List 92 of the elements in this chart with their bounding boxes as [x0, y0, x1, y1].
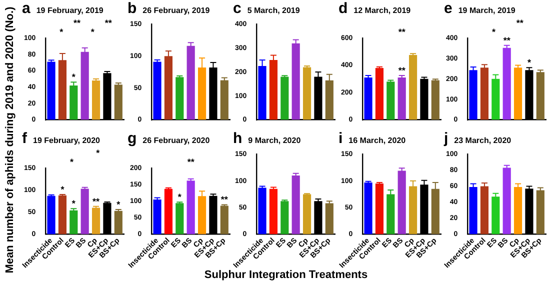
chart-title: g — [128, 130, 137, 147]
bar — [430, 80, 439, 120]
bar — [480, 68, 489, 120]
chart-subtitle: 26 February, 2020 — [142, 136, 210, 145]
annotation: ** — [503, 35, 511, 46]
bar — [175, 77, 184, 120]
bar — [536, 72, 544, 120]
bar — [186, 180, 194, 234]
bar — [502, 168, 511, 234]
bar — [164, 188, 172, 234]
chart-subtitle: 26 February, 2019 — [142, 6, 210, 15]
chart-subtitle: 23 March, 2020 — [454, 136, 512, 145]
annotation: * — [72, 72, 76, 82]
text: * — [492, 26, 496, 37]
chart-subtitle: 19 February, 2020 — [33, 136, 100, 145]
bar — [502, 48, 511, 120]
bar — [280, 76, 289, 120]
text: ** — [516, 18, 524, 28]
chart-title: e — [444, 0, 452, 17]
chart-subtitle: 5 March, 2019 — [247, 6, 300, 15]
chart-subtitle: 19 February, 2019 — [36, 6, 104, 15]
bar — [80, 188, 89, 234]
bar — [374, 68, 384, 120]
chart-title: f — [22, 130, 27, 147]
chart-title: h — [233, 130, 242, 147]
chart-title: d — [338, 0, 348, 17]
chart-title: c — [233, 0, 242, 17]
bar — [469, 70, 478, 120]
bar — [536, 190, 544, 234]
bar — [374, 184, 384, 234]
bar — [220, 206, 228, 234]
annotation: * — [527, 58, 532, 68]
chart-title: b — [128, 0, 137, 17]
bar — [47, 196, 56, 234]
bar — [397, 78, 406, 120]
bar — [514, 187, 522, 234]
annotation: ** — [398, 65, 406, 76]
bar — [480, 186, 489, 234]
chart-subtitle: 9 March, 2020 — [248, 136, 301, 145]
bar — [220, 80, 228, 120]
bar — [152, 62, 161, 120]
bar — [92, 80, 100, 120]
bar — [186, 46, 194, 120]
bar — [325, 203, 334, 234]
annotation: * — [60, 184, 65, 194]
bar — [364, 78, 372, 120]
bar — [386, 82, 394, 120]
bar — [70, 85, 78, 120]
bar — [492, 196, 500, 234]
chart-subtitle: 16 March, 2020 — [348, 136, 406, 145]
text: * — [70, 156, 74, 167]
text: * — [96, 148, 100, 158]
bar — [114, 84, 122, 120]
bar — [514, 68, 522, 120]
chart-subtitle: 19 March, 2019 — [458, 6, 516, 15]
bar — [302, 67, 312, 120]
chart-title: i — [338, 130, 343, 147]
y-axis-title: Mean number of aphids during 2019 and 2020 (No.) — [4, 6, 16, 274]
bar — [469, 187, 478, 234]
annotation: ** — [92, 196, 100, 206]
bar — [70, 210, 78, 234]
annotation: * — [116, 199, 121, 210]
text: ** — [104, 18, 112, 28]
bar — [175, 203, 184, 234]
bar — [114, 210, 122, 234]
bar — [152, 199, 161, 234]
bar — [269, 188, 278, 234]
text: * — [90, 26, 95, 37]
bar — [258, 188, 266, 234]
text: * — [60, 26, 64, 37]
text: ** — [398, 26, 406, 37]
annotation: * — [177, 192, 182, 202]
bar — [397, 170, 406, 234]
annotation: * — [72, 198, 76, 209]
bar — [47, 62, 56, 120]
annotation: ** — [220, 194, 228, 205]
text: ** — [74, 18, 81, 28]
chart-title: a — [22, 0, 30, 17]
bar — [408, 55, 417, 120]
bar — [364, 182, 372, 234]
chart-subtitle: 12 March, 2019 — [354, 6, 411, 15]
x-axis-title: Sulphur Integration Treatments — [203, 269, 369, 281]
bar — [302, 194, 312, 234]
bar — [280, 201, 289, 234]
bar — [292, 43, 300, 120]
bar — [492, 78, 500, 120]
bar — [92, 208, 100, 234]
text: ** — [186, 156, 194, 167]
chart-title: j — [444, 130, 448, 147]
bar — [80, 52, 89, 120]
bar — [58, 195, 67, 234]
bar — [292, 176, 300, 234]
